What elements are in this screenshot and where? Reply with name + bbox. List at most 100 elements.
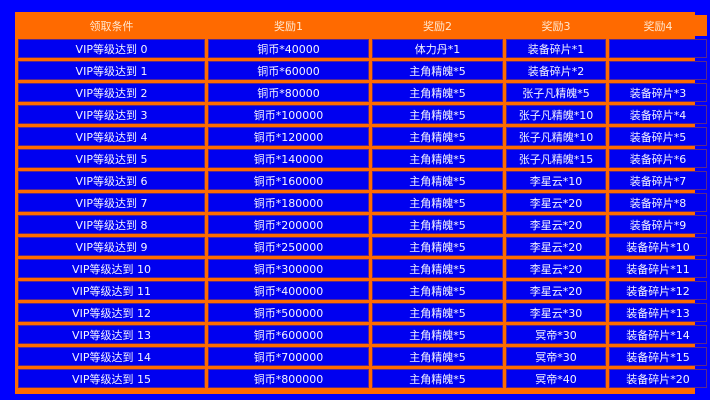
reward-2-cell: 主角精魄*5 — [372, 303, 503, 322]
reward-2-cell: 主角精魄*5 — [372, 369, 503, 388]
reward-3-cell: 李星云*20 — [506, 281, 606, 300]
reward-1-cell: 铜币*700000 — [208, 347, 369, 366]
reward-3-cell: 李星云*20 — [506, 237, 606, 256]
reward-4-cell: 装备碎片*10 — [609, 237, 707, 256]
table-row: VIP等级达到 6 铜币*160000 主角精魄*5 李星云*10 装备碎片*7 — [18, 171, 707, 190]
condition-cell: VIP等级达到 3 — [18, 105, 205, 124]
header-reward-4: 奖励4 — [609, 15, 707, 36]
reward-3-cell: 李星云*20 — [506, 215, 606, 234]
reward-4-cell: 装备碎片*15 — [609, 347, 707, 366]
reward-1-cell: 铜币*200000 — [208, 215, 369, 234]
condition-cell: VIP等级达到 9 — [18, 237, 205, 256]
table-row: VIP等级达到 3 铜币*100000 主角精魄*5 张子凡精魄*10 装备碎片*4 — [18, 105, 707, 124]
reward-1-cell: 铜币*120000 — [208, 127, 369, 146]
reward-3-cell: 李星云*20 — [506, 259, 606, 278]
reward-4-cell: 装备碎片*3 — [609, 83, 707, 102]
reward-1-cell: 铜币*250000 — [208, 237, 369, 256]
reward-2-cell: 主角精魄*5 — [372, 347, 503, 366]
condition-cell: VIP等级达到 12 — [18, 303, 205, 322]
reward-4-cell: 装备碎片*7 — [609, 171, 707, 190]
reward-2-cell: 主角精魄*5 — [372, 83, 503, 102]
table-row: VIP等级达到 9 铜币*250000 主角精魄*5 李星云*20 装备碎片*10 — [18, 237, 707, 256]
reward-2-cell: 主角精魄*5 — [372, 237, 503, 256]
table-header-row: 领取条件 奖励1 奖励2 奖励3 奖励4 — [18, 15, 707, 36]
vip-reward-table-container: 领取条件 奖励1 奖励2 奖励3 奖励4 VIP等级达到 0 铜币*40000 体力… — [15, 12, 707, 394]
reward-1-cell: 铜币*60000 — [208, 61, 369, 80]
reward-3-cell: 李星云*20 — [506, 193, 606, 212]
reward-1-cell: 铜币*300000 — [208, 259, 369, 278]
reward-1-cell: 铜币*80000 — [208, 83, 369, 102]
header-reward-1: 奖励1 — [208, 15, 369, 36]
reward-3-cell: 张子凡精魄*15 — [506, 149, 606, 168]
table-row: VIP等级达到 11 铜币*400000 主角精魄*5 李星云*20 装备碎片*12 — [18, 281, 707, 300]
reward-4-cell: 装备碎片*14 — [609, 325, 707, 344]
condition-cell: VIP等级达到 1 — [18, 61, 205, 80]
condition-cell: VIP等级达到 13 — [18, 325, 205, 344]
table-row: VIP等级达到 4 铜币*120000 主角精魄*5 张子凡精魄*10 装备碎片*5 — [18, 127, 707, 146]
table-row: VIP等级达到 12 铜币*500000 主角精魄*5 李星云*30 装备碎片*13 — [18, 303, 707, 322]
condition-cell: VIP等级达到 15 — [18, 369, 205, 388]
condition-cell: VIP等级达到 6 — [18, 171, 205, 190]
reward-4-cell: 装备碎片*4 — [609, 105, 707, 124]
reward-1-cell: 铜币*500000 — [208, 303, 369, 322]
reward-3-cell: 张子凡精魄*10 — [506, 105, 606, 124]
table-row: VIP等级达到 14 铜币*700000 主角精魄*5 冥帝*30 装备碎片*15 — [18, 347, 707, 366]
header-reward-3: 奖励3 — [506, 15, 606, 36]
reward-3-cell: 李星云*30 — [506, 303, 606, 322]
table-row: VIP等级达到 8 铜币*200000 主角精魄*5 李星云*20 装备碎片*9 — [18, 215, 707, 234]
reward-2-cell: 主角精魄*5 — [372, 325, 503, 344]
reward-4-cell — [609, 61, 707, 80]
table-row: VIP等级达到 1 铜币*60000 主角精魄*5 装备碎片*2 — [18, 61, 707, 80]
reward-2-cell: 体力丹*1 — [372, 39, 503, 58]
table-row: VIP等级达到 5 铜币*140000 主角精魄*5 张子凡精魄*15 装备碎片*6 — [18, 149, 707, 168]
reward-1-cell: 铜币*180000 — [208, 193, 369, 212]
reward-3-cell: 冥帝*30 — [506, 325, 606, 344]
reward-1-cell: 铜币*160000 — [208, 171, 369, 190]
reward-1-cell: 铜币*100000 — [208, 105, 369, 124]
reward-4-cell — [609, 39, 707, 58]
reward-4-cell: 装备碎片*13 — [609, 303, 707, 322]
reward-4-cell: 装备碎片*6 — [609, 149, 707, 168]
condition-cell: VIP等级达到 8 — [18, 215, 205, 234]
reward-1-cell: 铜币*400000 — [208, 281, 369, 300]
reward-4-cell: 装备碎片*12 — [609, 281, 707, 300]
reward-4-cell: 装备碎片*20 — [609, 369, 707, 388]
reward-2-cell: 主角精魄*5 — [372, 171, 503, 190]
condition-cell: VIP等级达到 4 — [18, 127, 205, 146]
vip-reward-table: 领取条件 奖励1 奖励2 奖励3 奖励4 VIP等级达到 0 铜币*40000 体力… — [15, 12, 710, 391]
reward-2-cell: 主角精魄*5 — [372, 215, 503, 234]
reward-3-cell: 李星云*10 — [506, 171, 606, 190]
reward-4-cell: 装备碎片*8 — [609, 193, 707, 212]
reward-3-cell: 张子凡精魄*10 — [506, 127, 606, 146]
reward-2-cell: 主角精魄*5 — [372, 259, 503, 278]
reward-3-cell: 冥帝*40 — [506, 369, 606, 388]
reward-3-cell: 冥帝*30 — [506, 347, 606, 366]
reward-2-cell: 主角精魄*5 — [372, 61, 503, 80]
reward-1-cell: 铜币*800000 — [208, 369, 369, 388]
condition-cell: VIP等级达到 10 — [18, 259, 205, 278]
reward-3-cell: 张子凡精魄*5 — [506, 83, 606, 102]
header-reward-2: 奖励2 — [372, 15, 503, 36]
condition-cell: VIP等级达到 5 — [18, 149, 205, 168]
reward-4-cell: 装备碎片*5 — [609, 127, 707, 146]
table-row: VIP等级达到 2 铜币*80000 主角精魄*5 张子凡精魄*5 装备碎片*3 — [18, 83, 707, 102]
reward-4-cell: 装备碎片*11 — [609, 259, 707, 278]
reward-2-cell: 主角精魄*5 — [372, 193, 503, 212]
reward-3-cell: 装备碎片*1 — [506, 39, 606, 58]
reward-4-cell: 装备碎片*9 — [609, 215, 707, 234]
reward-1-cell: 铜币*600000 — [208, 325, 369, 344]
reward-2-cell: 主角精魄*5 — [372, 149, 503, 168]
table-row: VIP等级达到 0 铜币*40000 体力丹*1 装备碎片*1 — [18, 39, 707, 58]
condition-cell: VIP等级达到 0 — [18, 39, 205, 58]
table-row: VIP等级达到 15 铜币*800000 主角精魄*5 冥帝*40 装备碎片*20 — [18, 369, 707, 388]
header-condition: 领取条件 — [18, 15, 205, 36]
condition-cell: VIP等级达到 2 — [18, 83, 205, 102]
reward-2-cell: 主角精魄*5 — [372, 281, 503, 300]
condition-cell: VIP等级达到 14 — [18, 347, 205, 366]
reward-2-cell: 主角精魄*5 — [372, 127, 503, 146]
condition-cell: VIP等级达到 11 — [18, 281, 205, 300]
table-row: VIP等级达到 13 铜币*600000 主角精魄*5 冥帝*30 装备碎片*14 — [18, 325, 707, 344]
condition-cell: VIP等级达到 7 — [18, 193, 205, 212]
reward-1-cell: 铜币*140000 — [208, 149, 369, 168]
reward-2-cell: 主角精魄*5 — [372, 105, 503, 124]
